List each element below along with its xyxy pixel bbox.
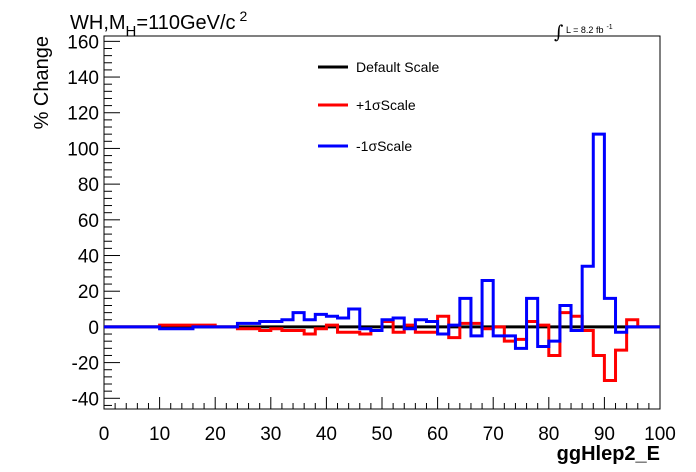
x-tick-label: 100 [644, 424, 676, 445]
y-tick-label: 140 [67, 68, 99, 89]
x-tick-label: 10 [149, 424, 170, 445]
y-axis-ticks: -40 -20 0 20 40 60 80 100 120 140 160 [67, 32, 120, 410]
x-tick-label: 30 [260, 424, 281, 445]
x-tick-label: 90 [594, 424, 615, 445]
x-axis-title: ggHlep2_E [557, 443, 660, 465]
x-axis-ticks: 0 10 20 30 40 50 60 70 80 90 100 [99, 397, 676, 445]
plot-frame [103, 35, 661, 410]
title-superscript: 2 [240, 8, 248, 24]
title-main: WH,M [70, 12, 126, 34]
y-tick-label: 160 [67, 32, 99, 53]
title-rest: =110GeV/c [136, 12, 235, 34]
chart-title: WH,MH=110GeV/c 2 [70, 8, 248, 40]
y-tick-label: -40 [72, 389, 99, 410]
y-tick-label: 20 [78, 282, 99, 303]
svg-text:L = 8.2 fb-1: L = 8.2 fb -1 [566, 24, 613, 35]
lumi-label: ∫ L = 8.2 fb -1 [554, 22, 613, 43]
x-tick-label: 50 [371, 424, 392, 445]
legend: Default Scale +1σScale -1σScale [318, 59, 439, 154]
series-line-minus [104, 132, 660, 350]
x-tick-label: 80 [538, 424, 559, 445]
y-tick-label: 80 [78, 175, 99, 196]
y-tick-label: 100 [67, 139, 99, 160]
x-tick-label: 60 [427, 424, 448, 445]
integral-sign-icon: ∫ [554, 22, 564, 43]
svg-text:WH,MH=110GeV/c2: WH,MH=110GeV/c 2 [70, 8, 248, 40]
x-tick-label: 70 [483, 424, 504, 445]
lumi-text: L = 8.2 fb [566, 25, 603, 35]
lumi-superscript: -1 [606, 24, 612, 31]
y-tick-label: 60 [78, 211, 99, 232]
y-tick-label: 0 [88, 318, 99, 339]
legend-label: +1σScale [356, 97, 416, 113]
y-tick-label: 120 [67, 104, 99, 125]
x-tick-label: 20 [205, 424, 226, 445]
x-tick-label: 40 [316, 424, 337, 445]
legend-label: Default Scale [356, 59, 439, 75]
y-tick-label: 40 [78, 247, 99, 268]
x-tick-label: 0 [99, 424, 110, 445]
legend-label: -1σScale [356, 138, 412, 154]
y-axis-title: % Change [31, 36, 53, 129]
series-layer [104, 132, 660, 382]
y-tick-label: -20 [72, 354, 99, 375]
title-subscript: H [126, 23, 137, 40]
